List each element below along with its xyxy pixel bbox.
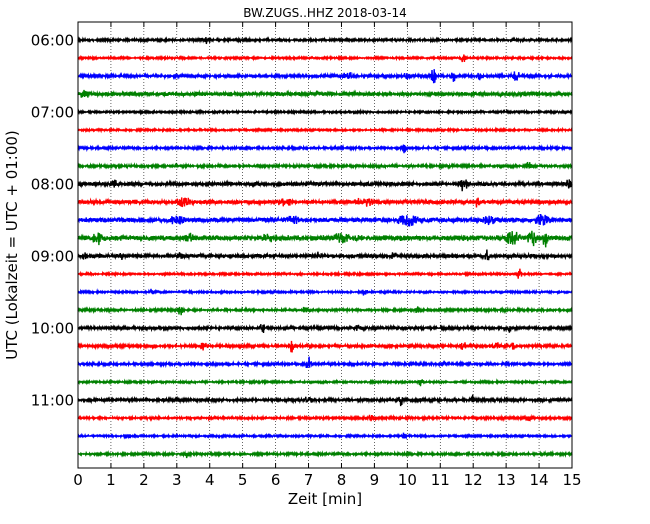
y-tick-label: 06:00 bbox=[31, 32, 74, 50]
x-tick-label: 9 bbox=[370, 471, 380, 489]
x-tick-label: 12 bbox=[464, 471, 483, 489]
seismic-trace bbox=[77, 413, 573, 423]
seismic-trace bbox=[77, 432, 573, 440]
seismic-trace bbox=[77, 230, 573, 248]
x-tick-label: 5 bbox=[238, 471, 248, 489]
x-axis-label: Zeit [min] bbox=[288, 490, 362, 508]
seismic-trace bbox=[77, 340, 573, 353]
seismic-trace bbox=[77, 323, 573, 334]
x-tick-label: 14 bbox=[530, 471, 549, 489]
seismic-trace bbox=[77, 108, 573, 116]
x-tick-label: 3 bbox=[172, 471, 182, 489]
y-axis-label: UTC (Lokalzeit = UTC + 01:00) bbox=[3, 130, 21, 360]
x-tick-label: 10 bbox=[398, 471, 417, 489]
seismic-trace bbox=[77, 179, 573, 192]
trace-group bbox=[77, 35, 573, 459]
chart-title: BW.ZUGS..HHZ 2018-03-14 bbox=[243, 6, 406, 20]
seismic-trace bbox=[77, 249, 573, 261]
x-tick-label: 15 bbox=[562, 471, 581, 489]
seismic-trace bbox=[77, 213, 573, 227]
x-tick-label: 11 bbox=[431, 471, 450, 489]
x-tick-label: 7 bbox=[304, 471, 314, 489]
y-tick-label: 09:00 bbox=[31, 248, 74, 266]
seismic-trace bbox=[77, 356, 573, 369]
y-tick-label: 08:00 bbox=[31, 176, 74, 194]
seismic-trace bbox=[77, 378, 573, 387]
seismic-trace bbox=[77, 89, 573, 99]
y-axis-ticks: 06:00 07:00 08:00 09:00 10:00 11:00 bbox=[31, 32, 572, 410]
x-tick-label: 0 bbox=[73, 471, 83, 489]
seismic-trace bbox=[77, 394, 573, 407]
x-axis-ticks: 0 1 2 3 4 5 6 7 8 9 10 11 12 13 14 15 bbox=[73, 22, 582, 489]
x-tick-label: 1 bbox=[106, 471, 116, 489]
y-tick-label: 07:00 bbox=[31, 104, 74, 122]
seismic-trace bbox=[77, 161, 573, 171]
vertical-grid bbox=[110, 22, 540, 468]
y-tick-label: 10:00 bbox=[31, 320, 74, 338]
seismic-trace bbox=[77, 197, 573, 208]
seismic-trace bbox=[77, 35, 573, 45]
seismic-trace bbox=[77, 288, 573, 296]
x-tick-label: 6 bbox=[271, 471, 281, 489]
y-tick-label: 11:00 bbox=[31, 392, 74, 410]
seismic-trace bbox=[77, 143, 573, 154]
seismic-trace bbox=[77, 54, 573, 63]
x-tick-label: 4 bbox=[205, 471, 215, 489]
seismic-trace bbox=[77, 69, 573, 84]
x-tick-label: 8 bbox=[337, 471, 347, 489]
seismic-trace bbox=[77, 449, 573, 459]
seismic-trace bbox=[77, 268, 573, 279]
x-tick-label: 2 bbox=[139, 471, 149, 489]
plot-frame bbox=[77, 21, 573, 469]
seismic-trace bbox=[77, 126, 573, 134]
x-tick-label: 13 bbox=[497, 471, 516, 489]
seismic-trace bbox=[77, 306, 573, 316]
